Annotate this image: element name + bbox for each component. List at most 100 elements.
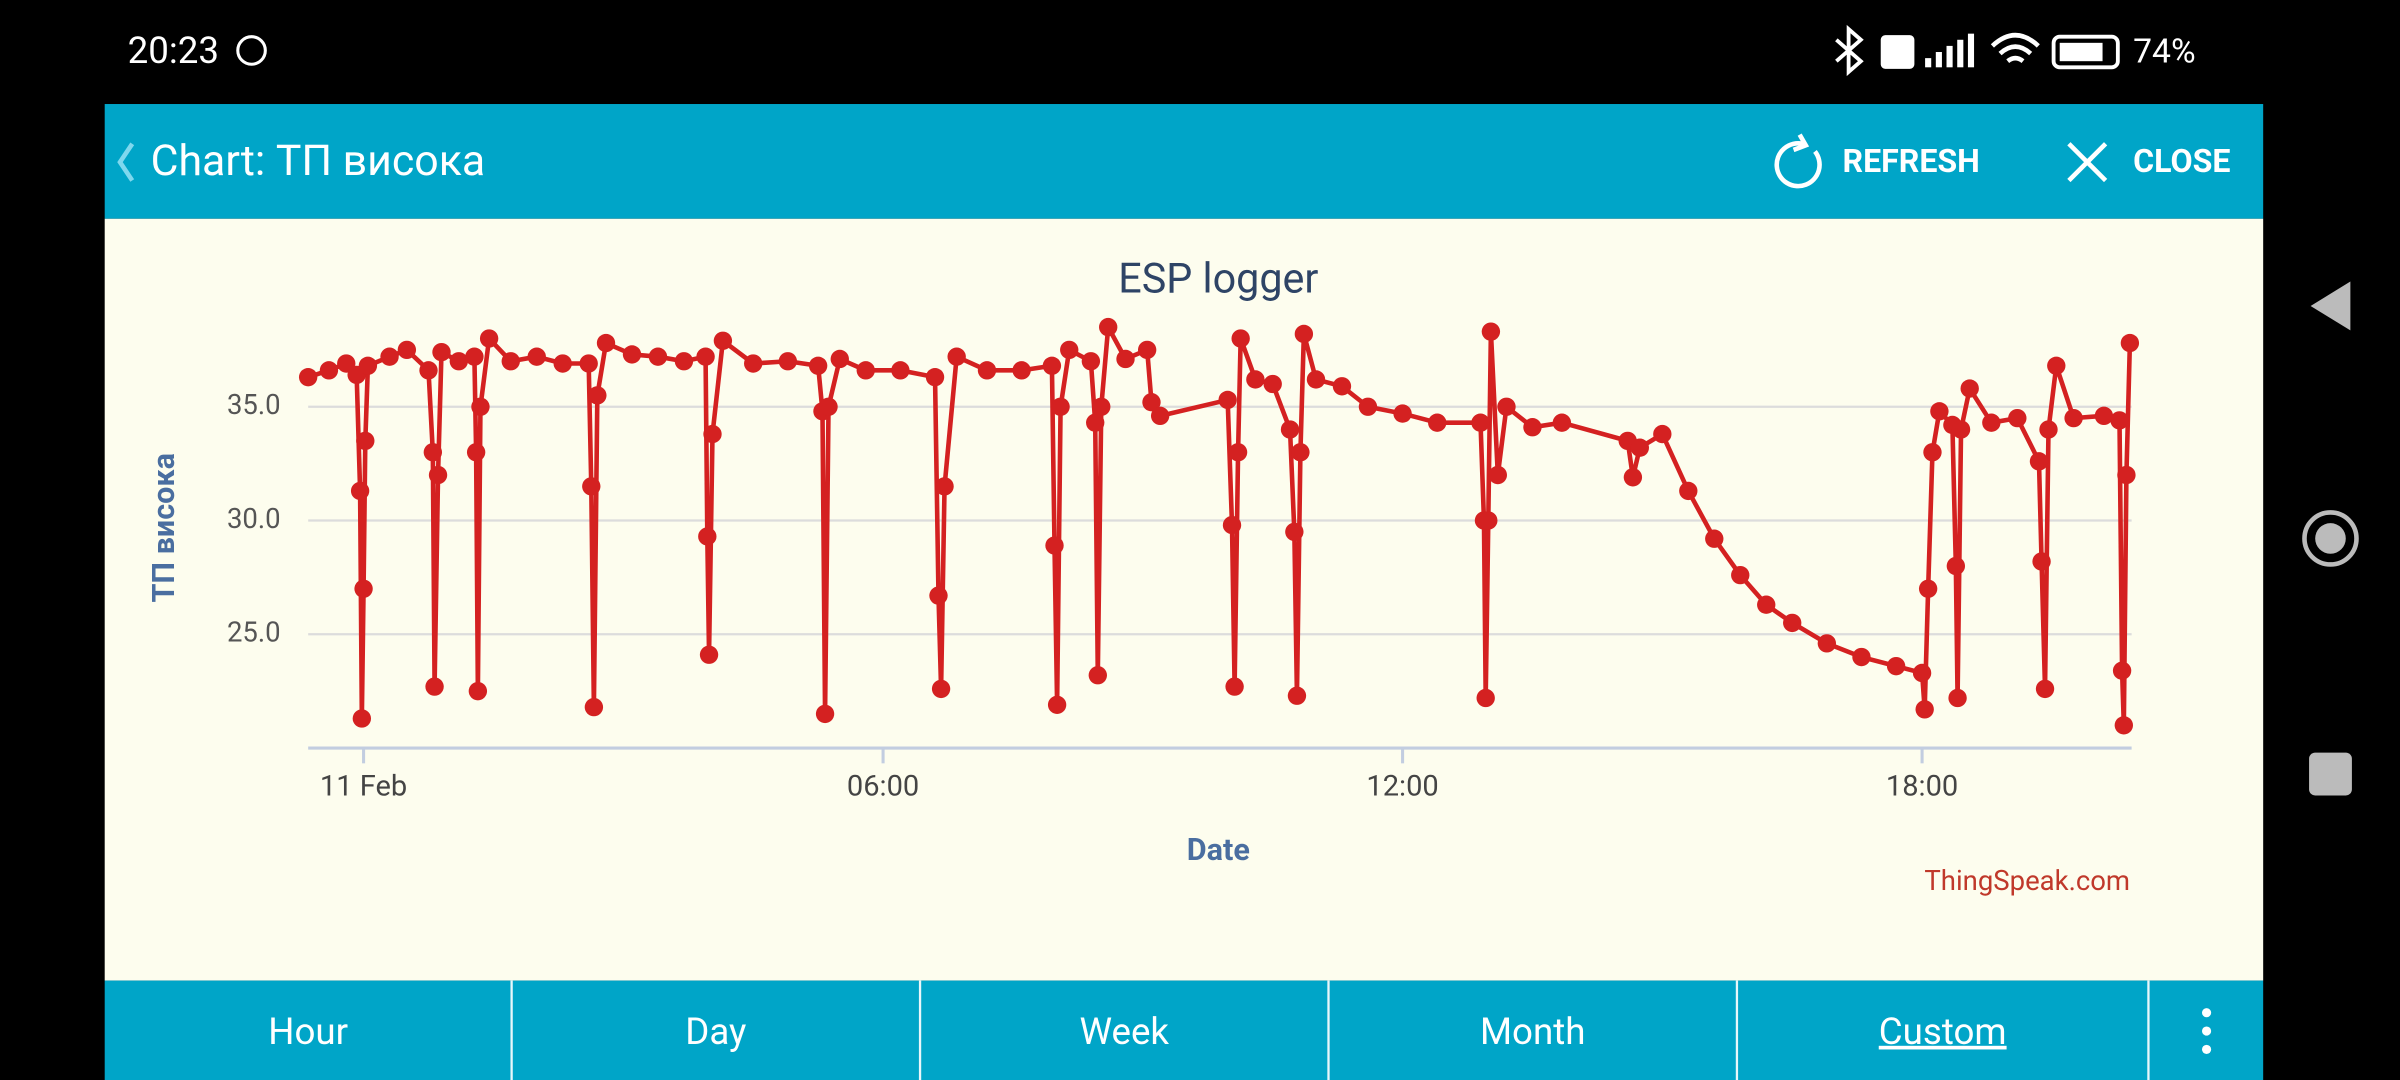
data-point bbox=[1332, 377, 1352, 396]
data-point bbox=[1045, 536, 1064, 555]
data-point bbox=[419, 361, 438, 380]
tab-bar bbox=[104, 980, 2264, 1080]
data-point bbox=[2110, 411, 2129, 430]
data-point bbox=[397, 340, 417, 360]
data-point bbox=[380, 347, 399, 366]
data-point bbox=[1623, 468, 1643, 487]
data-point bbox=[1285, 522, 1304, 542]
y-tick-label: 30.0 bbox=[227, 502, 281, 535]
data-point bbox=[1280, 420, 1300, 439]
refresh-button[interactable]: REFRESH bbox=[1842, 142, 1979, 180]
data-point bbox=[2032, 552, 2051, 571]
tabs: Hour Day Week Month Custom bbox=[268, 980, 2150, 1080]
data-point bbox=[2064, 408, 2083, 428]
data-point bbox=[1960, 379, 1979, 398]
refresh-icon[interactable] bbox=[1774, 141, 1822, 189]
data-point bbox=[1918, 579, 1938, 598]
close-icon[interactable] bbox=[2067, 142, 2108, 183]
data-point bbox=[428, 465, 448, 485]
data-point bbox=[1912, 663, 1932, 683]
data-point bbox=[1982, 413, 2001, 432]
data-point bbox=[1099, 317, 1118, 337]
data-point bbox=[1218, 390, 1237, 410]
data-point bbox=[1479, 511, 1498, 530]
nav-home[interactable] bbox=[2302, 510, 2359, 567]
data-point bbox=[931, 679, 951, 699]
data-point bbox=[1946, 556, 1966, 576]
data-point bbox=[1051, 397, 1070, 416]
x-tick-label: 06:00 bbox=[847, 769, 919, 803]
y-tick-label: 35.0 bbox=[227, 388, 281, 421]
data-point bbox=[1228, 443, 1248, 462]
data-point bbox=[1047, 695, 1067, 714]
data-point bbox=[1137, 340, 1157, 360]
data-point bbox=[1116, 349, 1135, 369]
data-point bbox=[2035, 679, 2055, 699]
nav-recents[interactable] bbox=[2309, 752, 2352, 796]
data-point bbox=[1852, 647, 1871, 667]
data-point bbox=[1393, 404, 1412, 423]
data-point bbox=[1294, 324, 1314, 344]
data-point bbox=[468, 681, 488, 701]
tab[interactable]: Hour bbox=[268, 1010, 348, 1053]
data-point bbox=[1552, 413, 1572, 432]
data-point bbox=[2117, 465, 2136, 485]
data-point bbox=[1523, 418, 1542, 437]
app-bar bbox=[104, 104, 2264, 219]
tab[interactable]: Day bbox=[685, 1010, 746, 1053]
data-point bbox=[584, 697, 604, 717]
data-point bbox=[891, 361, 910, 380]
data-point bbox=[977, 361, 997, 380]
data-point bbox=[696, 347, 715, 366]
tab[interactable]: Week bbox=[1080, 1010, 1170, 1053]
data-point bbox=[1497, 397, 1516, 416]
more-button[interactable] bbox=[2201, 1008, 2212, 1054]
data-point bbox=[352, 709, 372, 728]
back-button[interactable] bbox=[117, 142, 135, 182]
chart: ESP logger ТП висока Date ThingSpeak.com… bbox=[147, 255, 2140, 897]
close-button[interactable]: CLOSE bbox=[2133, 142, 2230, 180]
data-point bbox=[815, 704, 835, 724]
data-point bbox=[1817, 634, 1837, 653]
data-point bbox=[2008, 408, 2027, 428]
data-point bbox=[1731, 565, 1750, 585]
battery-percent: 74% bbox=[2133, 32, 2195, 71]
tab[interactable]: Custom bbox=[1879, 1010, 2007, 1053]
data-point bbox=[466, 443, 486, 462]
data-point bbox=[1222, 515, 1242, 535]
data-point bbox=[1705, 529, 1724, 548]
wifi-icon bbox=[1990, 32, 2040, 64]
data-line bbox=[307, 324, 2133, 728]
data-point bbox=[1060, 340, 1079, 360]
chart-title: ESP logger bbox=[1118, 255, 1318, 303]
data-point bbox=[2112, 661, 2132, 680]
data-point bbox=[925, 367, 945, 387]
data-point bbox=[744, 354, 763, 373]
data-point bbox=[356, 431, 375, 451]
data-point bbox=[929, 586, 948, 605]
data-point bbox=[674, 352, 694, 371]
chart-panel bbox=[104, 218, 2264, 981]
clock: 20:23 bbox=[128, 29, 219, 72]
data-point bbox=[501, 352, 520, 371]
data-point bbox=[808, 356, 828, 375]
data-point bbox=[699, 645, 719, 664]
x-tick-label: 18:00 bbox=[1886, 769, 1958, 803]
x-axis-label: Date bbox=[1187, 833, 1250, 868]
data-point bbox=[1951, 420, 1971, 439]
data-point bbox=[1923, 443, 1942, 462]
data-point bbox=[1088, 666, 1107, 685]
data-point bbox=[1042, 356, 1062, 375]
data-point bbox=[1428, 413, 1447, 432]
data-point bbox=[819, 397, 838, 416]
data-point bbox=[1471, 413, 1490, 432]
y-axis-label: ТП висока bbox=[147, 453, 182, 603]
data-point bbox=[1291, 443, 1310, 462]
data-point bbox=[2120, 333, 2140, 353]
nav-back[interactable] bbox=[2310, 281, 2351, 331]
data-point bbox=[298, 367, 318, 387]
tab[interactable]: Month bbox=[1480, 1010, 1585, 1053]
data-point bbox=[1783, 613, 1802, 633]
